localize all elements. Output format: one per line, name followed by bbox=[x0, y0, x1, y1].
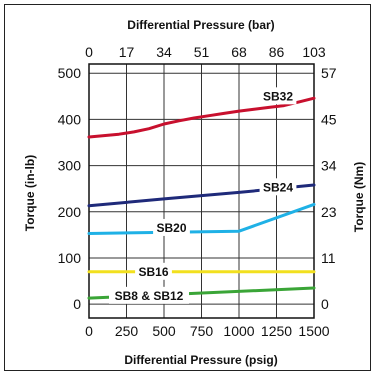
series-line-0 bbox=[87, 96, 316, 139]
series-labels: SB32 SB24 SB20 SB16 SB8 & SB12 bbox=[109, 87, 297, 304]
x-tick-label: 1000 bbox=[223, 323, 254, 339]
right-axis-title: Torque (Nm) bbox=[352, 162, 366, 232]
series-label-bg bbox=[135, 262, 172, 280]
y-tick-label: 300 bbox=[58, 158, 82, 174]
torque-chart: 0025017500347505110006812508615001030100… bbox=[23, 18, 366, 367]
x-tick-label: 250 bbox=[115, 323, 139, 339]
right-tick-label: 45 bbox=[321, 111, 337, 127]
top-tick-label: 86 bbox=[269, 44, 285, 60]
y-tick-label: 400 bbox=[58, 111, 82, 127]
series-label: SB8 & SB12 bbox=[115, 289, 184, 303]
right-tick-label: 34 bbox=[321, 158, 337, 174]
bottom-axis-title: Differential Pressure (psig) bbox=[124, 353, 277, 367]
tick-labels: 0025017500347505110006812508615001030100… bbox=[58, 44, 337, 339]
x-tick-label: 1250 bbox=[261, 323, 292, 339]
series-label: SB20 bbox=[156, 221, 186, 235]
series-label-bg bbox=[153, 218, 190, 236]
series-line-2 bbox=[87, 202, 316, 235]
right-tick-label: 0 bbox=[321, 296, 329, 312]
series-label-bg bbox=[259, 178, 297, 196]
top-axis-title: Differential Pressure (bar) bbox=[127, 18, 274, 32]
series-label: SB24 bbox=[263, 180, 293, 194]
top-tick-label: 0 bbox=[85, 44, 93, 60]
series-label-bg bbox=[109, 286, 189, 304]
right-tick-label: 11 bbox=[321, 250, 336, 266]
top-tick-label: 68 bbox=[231, 44, 247, 60]
top-tick-label: 51 bbox=[194, 44, 210, 60]
y-tick-label: 200 bbox=[58, 204, 82, 220]
x-tick-label: 500 bbox=[152, 323, 176, 339]
plot-border bbox=[88, 63, 315, 319]
y-tick-label: 500 bbox=[58, 65, 82, 81]
x-tick-label: 1500 bbox=[298, 323, 329, 339]
top-tick-label: 17 bbox=[119, 44, 135, 60]
top-tick-label: 34 bbox=[156, 44, 172, 60]
right-tick-label: 57 bbox=[321, 65, 337, 81]
right-tick-label: 23 bbox=[321, 204, 337, 220]
left-axis-title: Torque (in-lb) bbox=[23, 155, 37, 231]
x-tick-label: 750 bbox=[190, 323, 214, 339]
x-tick-label: 0 bbox=[85, 323, 93, 339]
series-label: SB16 bbox=[138, 265, 168, 279]
series-label-bg bbox=[259, 87, 297, 105]
y-tick-label: 0 bbox=[73, 296, 81, 312]
top-tick-label: 103 bbox=[302, 44, 326, 60]
chart-frame: 0 0 250 17 500 34 750 51 1000 68 1250 86 1500 103 0 100… bbox=[4, 4, 371, 371]
series-label: SB32 bbox=[263, 89, 293, 103]
y-tick-label: 100 bbox=[58, 250, 82, 266]
